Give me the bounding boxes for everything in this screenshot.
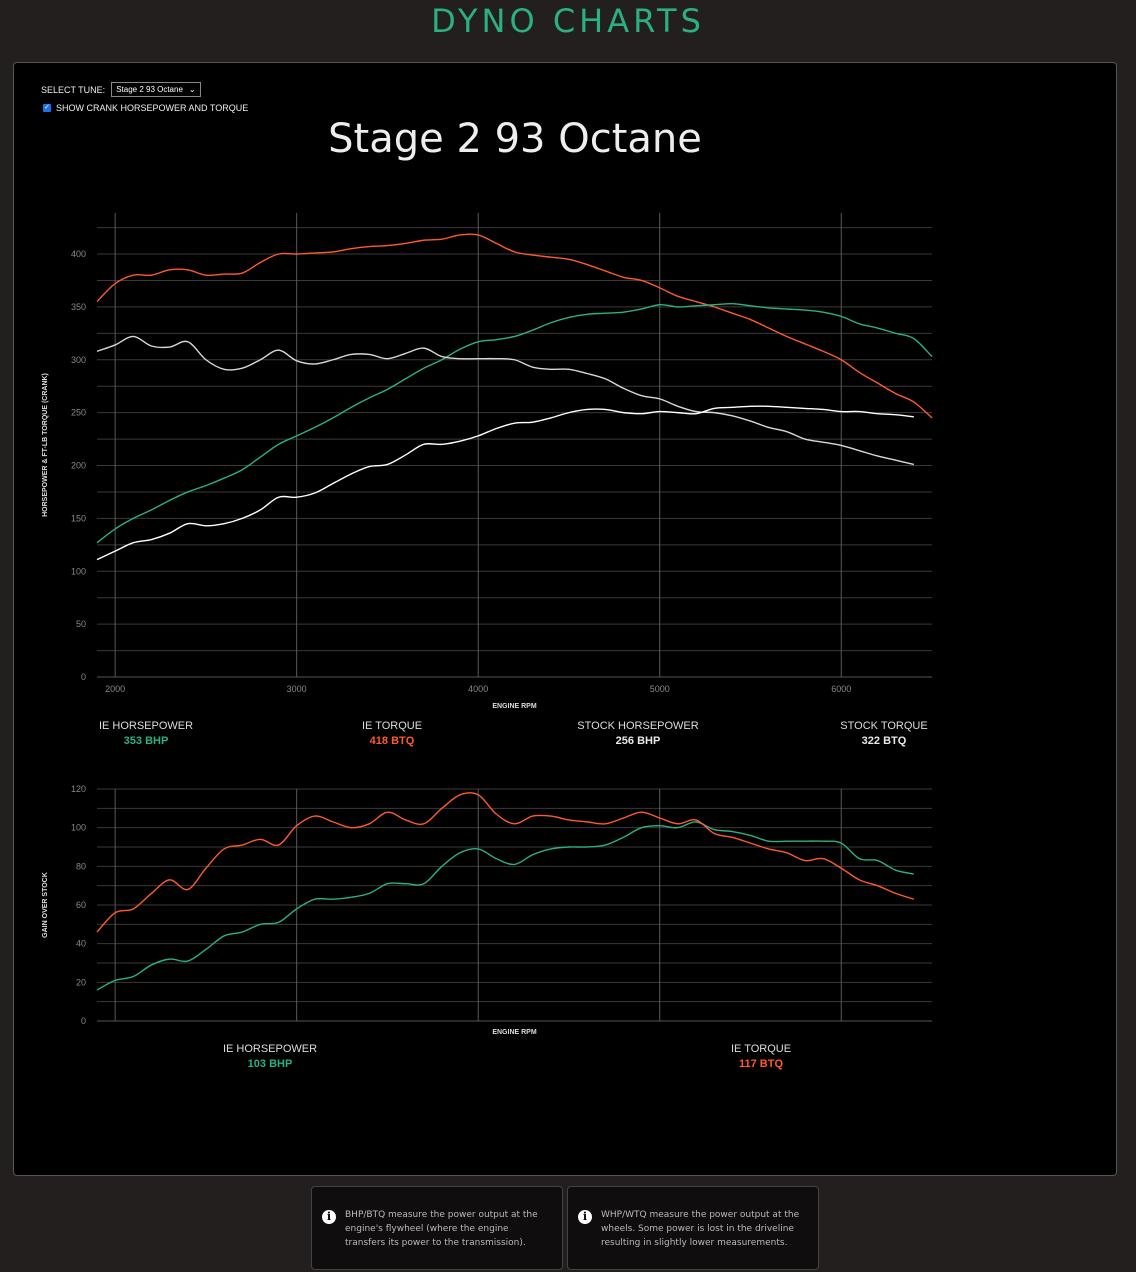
legend-stock-torque: STOCK TORQUE 322 BTQ	[784, 720, 984, 747]
y-tick-label: 350	[71, 302, 86, 312]
y-tick-label: 0	[81, 672, 86, 682]
y-tick-label: 40	[76, 939, 86, 949]
tune-select-value: Stage 2 93 Octane	[116, 85, 183, 94]
y-tick-label: 100	[71, 823, 86, 833]
legend-label: IE TORQUE	[361, 720, 423, 732]
y-tick-label: 150	[71, 513, 86, 523]
crank-checkbox[interactable]: ✓	[43, 104, 51, 112]
info-card-bhp: i BHP/BTQ measure the power output at th…	[311, 1186, 563, 1270]
y-tick-label: 400	[71, 249, 86, 259]
legend-value: 103 BHP	[247, 1058, 293, 1070]
y-tick-label: 80	[76, 861, 86, 871]
select-tune-label: SELECT TUNE:	[41, 84, 106, 95]
crank-toggle-row[interactable]: ✓ SHOW CRANK HORSEPOWER AND TORQUE	[43, 103, 248, 113]
legend-value: 256 BHP	[615, 735, 661, 747]
info-text: WHP/WTQ measure the power output at the …	[601, 1210, 800, 1248]
crank-checkbox-label: SHOW CRANK HORSEPOWER AND TORQUE	[56, 103, 249, 113]
legend-value: 353 BHP	[123, 735, 169, 747]
y-axis-label: GAIN OVER STOCK	[42, 872, 49, 938]
x-axis-label: ENGINE RPM	[492, 703, 537, 710]
y-tick-label: 120	[71, 784, 86, 794]
legend-value: 418 BTQ	[369, 735, 415, 747]
x-tick-label: 4000	[468, 684, 488, 694]
y-tick-label: 250	[71, 408, 86, 418]
series-line-ie-horsepower-gain	[96, 821, 914, 991]
x-tick-label: 6000	[831, 684, 851, 694]
legend-value: 117 BTQ	[738, 1058, 784, 1070]
legend-stock-horsepower: STOCK HORSEPOWER 256 BHP	[538, 720, 738, 747]
info-icon: i	[578, 1210, 592, 1224]
legend-label: IE TORQUE	[730, 1043, 792, 1055]
y-tick-label: 100	[71, 566, 86, 576]
y-tick-label: 50	[76, 619, 86, 629]
x-tick-label: 2000	[105, 684, 125, 694]
x-tick-label: 3000	[287, 684, 307, 694]
tune-selector-row: SELECT TUNE: Stage 2 93 Octane ⌄	[41, 82, 201, 97]
legend-label: IE HORSEPOWER	[98, 720, 194, 732]
legend-ie-horsepower: IE HORSEPOWER 353 BHP	[46, 720, 246, 747]
dyno-panel	[13, 62, 1117, 1176]
x-axis-label: ENGINE RPM	[492, 1029, 537, 1036]
legend-gain-horsepower: IE HORSEPOWER 103 BHP	[170, 1043, 370, 1070]
series-line-stock-horsepower	[96, 405, 914, 561]
series-line-stock-torque	[96, 335, 915, 466]
legend-label: STOCK TORQUE	[840, 720, 928, 732]
legend-value: 322 BTQ	[861, 735, 907, 747]
y-tick-label: 300	[71, 355, 86, 365]
series-line-ie-torque	[96, 233, 933, 419]
chevron-down-icon: ⌄	[188, 85, 196, 94]
y-tick-label: 0	[81, 1016, 86, 1026]
page-title: DYNO CHARTS	[431, 2, 705, 40]
legend-gain-torque: IE TORQUE 117 BTQ	[661, 1043, 861, 1070]
info-icon: i	[322, 1210, 336, 1224]
legend-label: IE HORSEPOWER	[222, 1043, 318, 1055]
chart-title: Stage 2 93 Octane	[328, 116, 702, 162]
info-card-whp: i WHP/WTQ measure the power output at th…	[567, 1186, 819, 1270]
series-line-ie-horsepower	[96, 302, 933, 544]
y-tick-label: 60	[76, 900, 86, 910]
tune-select[interactable]: Stage 2 93 Octane ⌄	[111, 82, 201, 97]
x-tick-label: 5000	[650, 684, 670, 694]
y-axis-label: HORSEPOWER & FT-LB TORQUE (CRANK)	[42, 373, 49, 517]
legend-ie-torque: IE TORQUE 418 BTQ	[292, 720, 492, 747]
series-line-ie-torque-gain	[96, 792, 915, 933]
legend-label: STOCK HORSEPOWER	[577, 720, 699, 732]
info-text: BHP/BTQ measure the power output at the …	[345, 1210, 538, 1248]
y-tick-label: 20	[76, 977, 86, 987]
y-tick-label: 200	[71, 461, 86, 471]
